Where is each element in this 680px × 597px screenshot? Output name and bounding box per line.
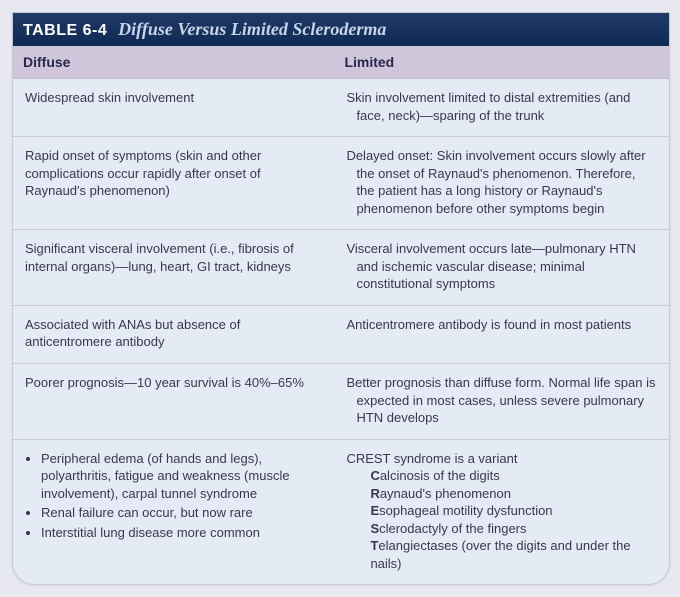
- col-header-diffuse: Diffuse: [13, 46, 334, 79]
- crest-letter: C: [370, 468, 379, 483]
- crest-item: Sclerodactyly of the fingers: [358, 520, 657, 538]
- col-header-limited: Limited: [334, 46, 669, 79]
- cell-limited: Skin involvement limited to distal extre…: [334, 79, 669, 137]
- list-item: Renal failure can occur, but now rare: [41, 504, 322, 522]
- comparison-table: TABLE 6-4 Diffuse Versus Limited Sclerod…: [12, 12, 670, 585]
- crest-text: clerodactyly of the fingers: [379, 521, 526, 536]
- crest-list: Calcinosis of the digits Raynaud's pheno…: [346, 467, 657, 572]
- table-row: Peripheral edema (of hands and legs), po…: [13, 439, 669, 584]
- crest-text: aynaud's phenomenon: [380, 486, 511, 501]
- cell-limited: Delayed onset: Skin involvement occurs s…: [334, 137, 669, 230]
- table-label-word: TABLE: [23, 22, 78, 39]
- cell-diffuse: Poorer prognosis—10 year survival is 40%…: [13, 364, 334, 440]
- cell-diffuse: Rapid onset of symptoms (skin and other …: [13, 137, 334, 230]
- crest-item: Calcinosis of the digits: [358, 467, 657, 485]
- crest-heading: CREST syndrome is a variant: [346, 450, 657, 468]
- table-row: Significant visceral involvement (i.e., …: [13, 230, 669, 306]
- crest-letter: R: [370, 486, 379, 501]
- table-row: Poorer prognosis—10 year survival is 40%…: [13, 364, 669, 440]
- cell-diffuse: Associated with ANAs but absence of anti…: [13, 305, 334, 363]
- cell-limited: Better prognosis than diffuse form. Norm…: [334, 364, 669, 440]
- table-row: Widespread skin involvement Skin involve…: [13, 79, 669, 137]
- table-title-bar: TABLE 6-4 Diffuse Versus Limited Sclerod…: [13, 13, 669, 46]
- table-label: TABLE 6-4: [23, 22, 112, 39]
- crest-letter: S: [370, 521, 379, 536]
- table-row: Rapid onset of symptoms (skin and other …: [13, 137, 669, 230]
- crest-letter: E: [370, 503, 379, 518]
- crest-item: Telangiectases (over the digits and unde…: [358, 537, 657, 572]
- crest-item: Raynaud's phenomenon: [358, 485, 657, 503]
- crest-text: elangiectases (over the digits and under…: [370, 538, 630, 571]
- list-item: Interstitial lung disease more common: [41, 524, 322, 542]
- diffuse-bullets: Peripheral edema (of hands and legs), po…: [25, 450, 322, 542]
- list-item: Peripheral edema (of hands and legs), po…: [41, 450, 322, 503]
- crest-item: Esophageal motility dysfunction: [358, 502, 657, 520]
- crest-text: sophageal motility dysfunction: [379, 503, 552, 518]
- crest-text: alcinosis of the digits: [380, 468, 500, 483]
- table-number: 6-4: [83, 22, 108, 39]
- cell-limited: Visceral involvement occurs late—pulmona…: [334, 230, 669, 306]
- cell-limited: Anticentromere antibody is found in most…: [334, 305, 669, 363]
- cell-diffuse: Widespread skin involvement: [13, 79, 334, 137]
- cell-diffuse: Significant visceral involvement (i.e., …: [13, 230, 334, 306]
- table-row: Associated with ANAs but absence of anti…: [13, 305, 669, 363]
- data-table: Diffuse Limited Widespread skin involvem…: [13, 46, 669, 584]
- cell-limited: CREST syndrome is a variant Calcinosis o…: [334, 439, 669, 584]
- table-title: Diffuse Versus Limited Scleroderma: [112, 19, 386, 39]
- cell-diffuse: Peripheral edema (of hands and legs), po…: [13, 439, 334, 584]
